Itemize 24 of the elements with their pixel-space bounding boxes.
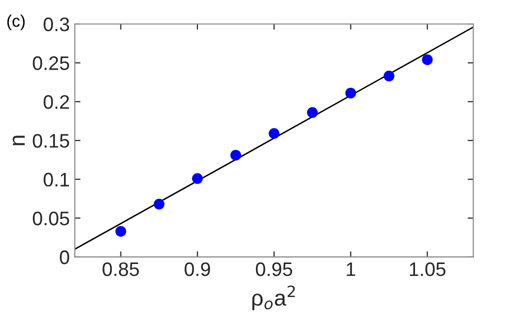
- x-tick-label: 1.05: [410, 262, 446, 276]
- point: [306, 107, 318, 118]
- y-tick-label: 0.2: [44, 95, 69, 109]
- point: [345, 88, 356, 98]
- y-tick-label: 0.1: [44, 172, 69, 187]
- y-tick-label: 0: [60, 250, 70, 264]
- point: [384, 70, 394, 82]
- x-tick-label: 0.95: [256, 262, 292, 276]
- x-axis-title: ρ$_{o}$a$^{2}$: [252, 286, 295, 310]
- y-tick-label: 0.05: [32, 212, 70, 226]
- y-tick-label: 0.3: [44, 17, 70, 32]
- point: [154, 198, 164, 210]
- point: [422, 54, 433, 66]
- point: [115, 226, 126, 237]
- point: [230, 150, 242, 161]
- y-tick-label: 0.15: [32, 134, 70, 148]
- x-tick-label: 0.9: [184, 262, 210, 276]
- x-tick-label: 1: [346, 262, 356, 276]
- y-axis-title: n: [12, 136, 25, 146]
- point: [192, 173, 203, 184]
- text: (c): [7, 14, 25, 30]
- point: [268, 128, 280, 139]
- x-tick-label: 0.85: [102, 262, 139, 276]
- y-tick-label: 0.25: [32, 56, 70, 70]
